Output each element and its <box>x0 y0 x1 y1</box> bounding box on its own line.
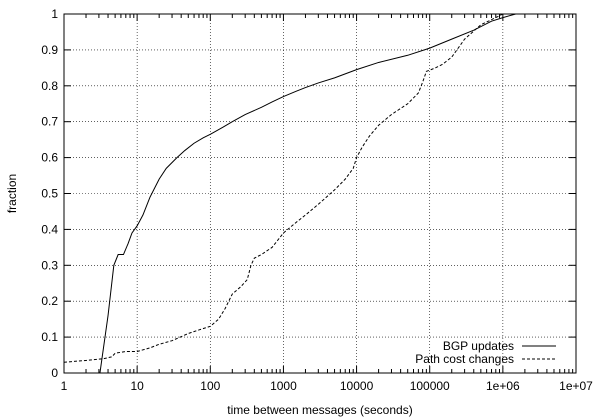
legend-label-path-cost-changes: Path cost changes <box>415 352 514 366</box>
plot-frame <box>63 13 577 374</box>
x-tick-label: 10000 <box>340 379 374 393</box>
axis-ticks: 1 10 100 1000 10000 100000 1e+06 1e+07 0 0.1 0.2 0.… <box>41 7 593 393</box>
x-axis-label: time between messages (seconds) <box>227 403 412 417</box>
y-axis-label: fraction <box>5 174 19 213</box>
y-tick-label: 0 <box>51 366 58 380</box>
grid <box>64 14 576 373</box>
legend-label-bgp-updates: BGP updates <box>443 339 514 353</box>
x-tick-label: 1e+07 <box>559 379 593 393</box>
x-tick-label: 1e+06 <box>486 379 520 393</box>
y-tick-label: 0.4 <box>41 222 58 236</box>
y-tick-label: 0.7 <box>41 115 58 129</box>
y-tick-label: 0.2 <box>41 294 58 308</box>
y-tick-label: 0.3 <box>41 258 58 272</box>
series-line-bgp-updates <box>64 13 576 374</box>
y-tick-label: 0.8 <box>41 79 58 93</box>
x-tick-label: 10 <box>130 379 144 393</box>
y-tick-label: 0.5 <box>41 187 58 201</box>
legend: BGP updates Path cost changes <box>415 339 556 366</box>
y-tick-label: 0.9 <box>41 43 58 57</box>
x-tick-label: 1000 <box>270 379 297 393</box>
series-lines <box>63 13 576 374</box>
x-tick-label: 100 <box>200 379 220 393</box>
x-tick-label: 1 <box>61 379 68 393</box>
series-line-path-cost-changes <box>63 13 576 363</box>
y-tick-label: 1 <box>51 7 58 21</box>
x-tick-label: 100000 <box>410 379 450 393</box>
y-tick-label: 0.6 <box>41 151 58 165</box>
y-tick-label: 0.1 <box>41 330 58 344</box>
